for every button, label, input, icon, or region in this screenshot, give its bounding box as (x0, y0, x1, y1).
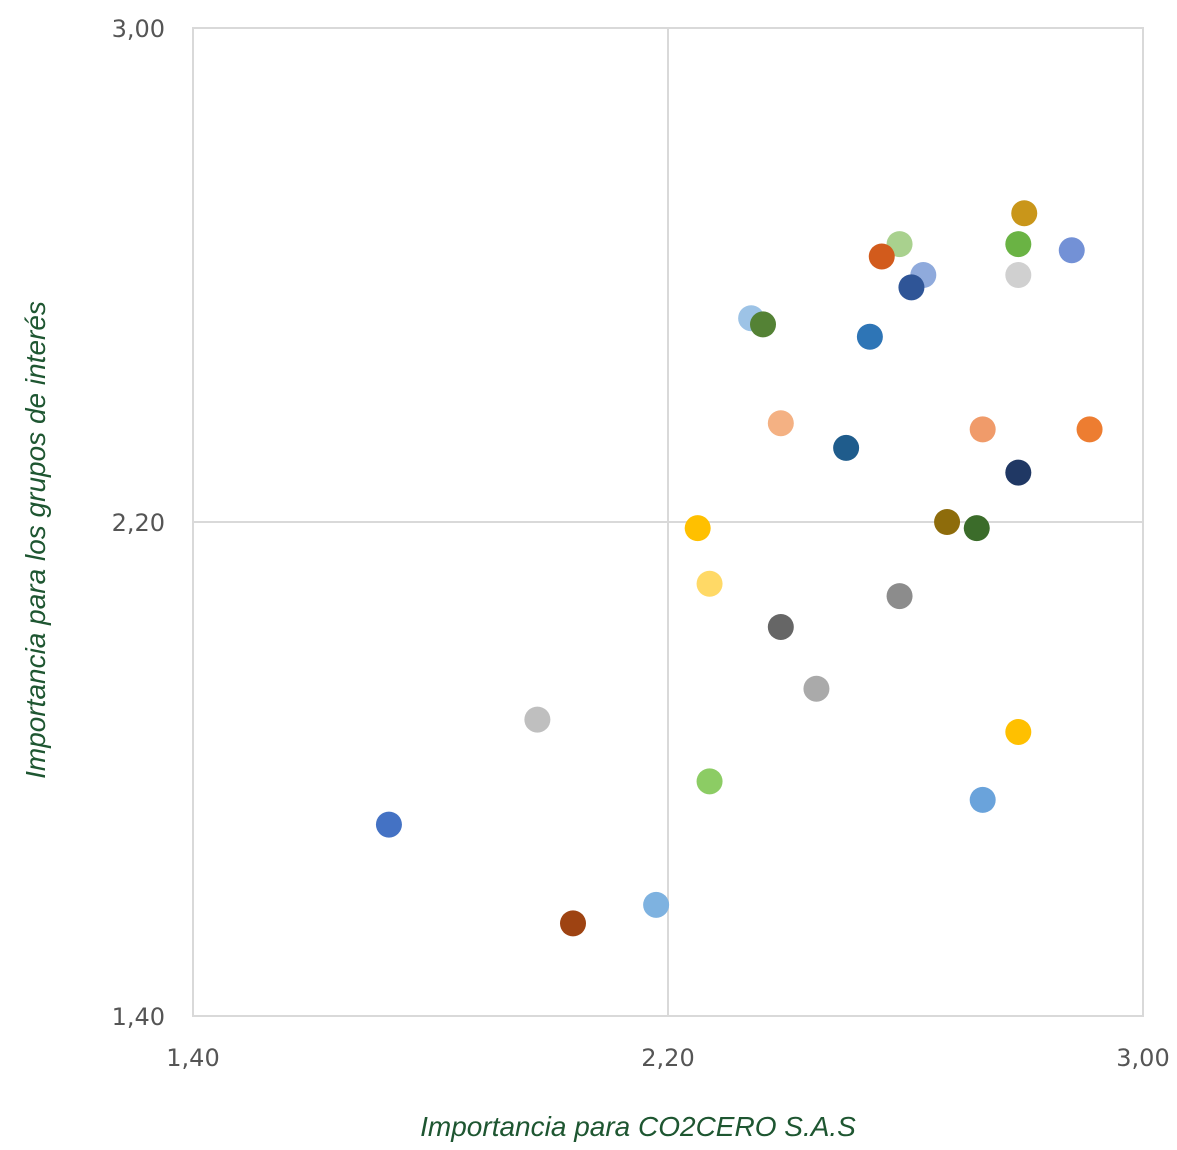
data-point (524, 706, 551, 733)
data-point (1076, 416, 1103, 443)
data-point (856, 323, 883, 350)
y-tick-label: 2,20 (112, 509, 165, 537)
data-point (963, 515, 990, 542)
data-point (868, 243, 895, 270)
y-tick-label: 3,00 (112, 15, 165, 43)
y-tick-labels: 1,40 2,20 3,00 (112, 15, 165, 1031)
data-point (833, 434, 860, 461)
data-point (696, 768, 723, 795)
data-point (1005, 718, 1032, 745)
data-point (696, 570, 723, 597)
data-point (934, 509, 961, 535)
data-point (767, 410, 794, 437)
x-tick-label: 1,40 (166, 1044, 219, 1072)
data-point (1005, 459, 1032, 486)
data-point (969, 416, 996, 443)
data-points (375, 200, 1103, 937)
data-point (1058, 237, 1085, 264)
data-point (803, 675, 830, 702)
x-axis-title: Importancia para CO2CERO S.A.S (420, 1111, 856, 1142)
x-tick-labels: 1,40 2,20 3,00 (166, 1044, 1169, 1072)
data-point (1011, 200, 1038, 227)
data-point (560, 910, 586, 937)
data-point (375, 811, 402, 838)
y-tick-label: 1,40 (112, 1003, 165, 1031)
data-point (886, 583, 913, 610)
data-point (969, 786, 996, 813)
data-point (750, 311, 776, 338)
y-axis-title: Importancia para los grupos de interés (20, 301, 51, 779)
data-point (643, 891, 670, 918)
data-point (1005, 262, 1032, 288)
data-point (684, 515, 711, 542)
x-tick-label: 2,20 (641, 1044, 694, 1072)
data-point (1005, 231, 1032, 258)
x-tick-label: 3,00 (1116, 1044, 1169, 1072)
data-point (767, 613, 794, 640)
data-point (898, 274, 925, 301)
